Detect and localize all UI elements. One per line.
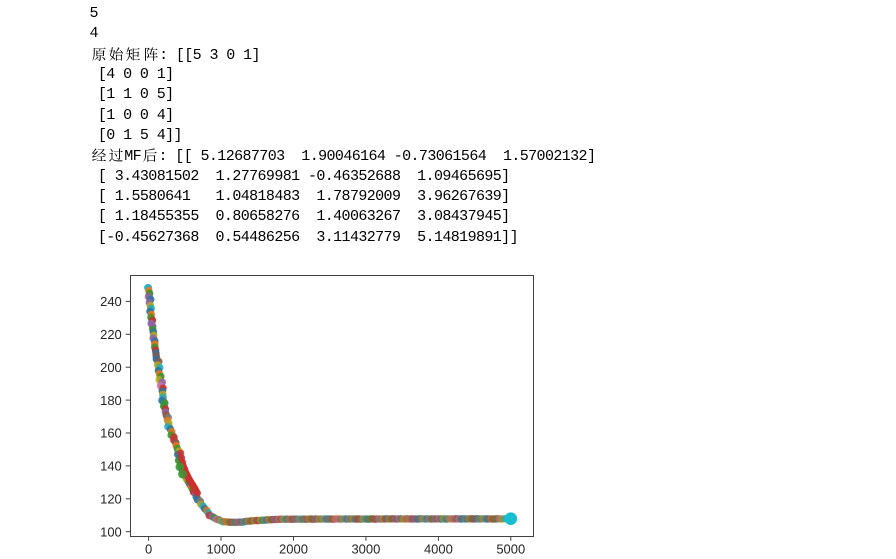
svg-text:160: 160 [100, 426, 122, 441]
svg-text:180: 180 [100, 393, 122, 408]
svg-text:100: 100 [100, 524, 122, 539]
svg-text:120: 120 [100, 492, 122, 507]
svg-text:1000: 1000 [207, 541, 236, 556]
svg-text:220: 220 [100, 327, 122, 342]
svg-text:4000: 4000 [424, 541, 453, 556]
svg-text:0: 0 [145, 541, 152, 556]
svg-text:3000: 3000 [351, 541, 380, 556]
svg-text:2000: 2000 [279, 541, 308, 556]
svg-text:5000: 5000 [496, 541, 525, 556]
svg-text:200: 200 [100, 360, 122, 375]
svg-text:140: 140 [100, 459, 122, 474]
svg-text:240: 240 [100, 294, 122, 309]
